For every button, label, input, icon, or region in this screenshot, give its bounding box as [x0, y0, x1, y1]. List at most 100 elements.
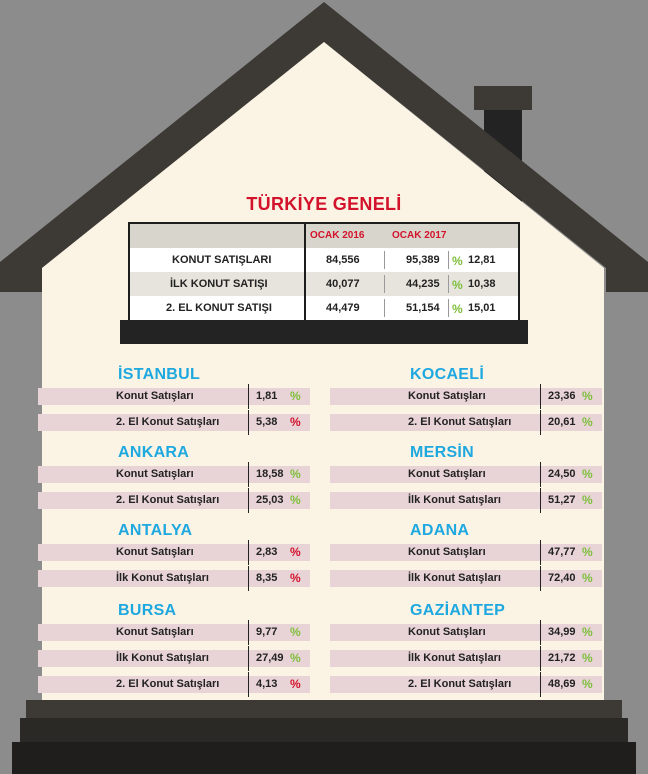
city-stat-row: Konut Satışları 9,77% [38, 620, 310, 645]
stat-value: 34,99 [548, 626, 576, 638]
stat-value: 47,77 [548, 546, 576, 558]
stat-label: Konut Satışları [116, 390, 194, 402]
summary-row: İLK KONUT SATIŞI 40,077 44,235 % 10,38 [130, 272, 518, 296]
stat-label: 2. El Konut Satışları [408, 416, 512, 428]
stat-divider [248, 646, 249, 671]
city-stat-row: 2. El Konut Satışları 48,69% [330, 672, 602, 697]
stat-divider [540, 672, 541, 697]
city-stat-row: Konut Satışları 2,83% [38, 540, 310, 565]
stat-divider [248, 410, 249, 435]
stat-label: İlk Konut Satışları [408, 652, 501, 664]
percent-increase-icon: % [290, 651, 301, 665]
percent-increase-icon: % [290, 389, 301, 403]
percent-increase-icon: % [290, 467, 301, 481]
summary-table: OCAK 2016 OCAK 2017 KONUT SATIŞLARI 84,5… [128, 222, 520, 322]
summary-row: 2. EL KONUT SATIŞI 44,479 51,154 % 15,01 [130, 296, 518, 320]
city-title: KOCAELİ [410, 366, 485, 383]
stat-value: 2,83 [256, 546, 278, 558]
percent-decrease-icon: % [290, 677, 301, 691]
city-stat-row: Konut Satışları 18,58% [38, 462, 310, 487]
stat-label: İlk Konut Satışları [408, 494, 501, 506]
summary-table-base [120, 320, 528, 344]
stat-divider [540, 646, 541, 671]
stat-divider [248, 566, 249, 591]
stat-divider [248, 462, 249, 487]
city-title: ANKARA [118, 444, 190, 461]
stat-label: Konut Satışları [116, 626, 194, 638]
percent-icon: % [452, 278, 463, 292]
stat-value: 24,50 [548, 468, 576, 480]
stat-value: 21,72 [548, 652, 576, 664]
summary-change: 12,81 [468, 254, 496, 266]
house-wall [42, 42, 604, 708]
city-stat-row: İlk Konut Satışları 72,40% [330, 566, 602, 591]
summary-change: 15,01 [468, 302, 496, 314]
percent-increase-icon: % [290, 625, 301, 639]
stat-divider [248, 488, 249, 513]
city-stat-row: Konut Satışları 23,36% [330, 384, 602, 409]
header-ocak-2017: OCAK 2017 [392, 230, 447, 241]
stat-label: 2. El Konut Satışları [116, 416, 220, 428]
stat-divider [248, 540, 249, 565]
percent-increase-icon: % [582, 493, 593, 507]
stat-label: 2. El Konut Satışları [408, 678, 512, 690]
summary-2017: 51,154 [406, 302, 440, 314]
percent-increase-icon: % [582, 467, 593, 481]
stat-value: 8,35 [256, 572, 278, 584]
percent-decrease-icon: % [290, 545, 301, 559]
percent-increase-icon: % [582, 677, 593, 691]
percent-increase-icon: % [290, 493, 301, 507]
city-stat-row: İlk Konut Satışları 8,35% [38, 566, 310, 591]
stat-value: 5,38 [256, 416, 278, 428]
percent-increase-icon: % [582, 415, 593, 429]
percent-increase-icon: % [582, 625, 593, 639]
header-ocak-2016: OCAK 2016 [310, 230, 365, 241]
column-divider [448, 299, 449, 317]
percent-icon: % [452, 254, 463, 268]
column-divider [304, 224, 306, 320]
city-stat-row: 2. El Konut Satışları 20,61% [330, 410, 602, 435]
stat-label: 2. El Konut Satışları [116, 678, 220, 690]
stat-value: 23,36 [548, 390, 576, 402]
city-stat-row: İlk Konut Satışları 27,49% [38, 646, 310, 671]
step-top [26, 700, 622, 718]
stat-label: İlk Konut Satışları [116, 572, 209, 584]
stat-value: 27,49 [256, 652, 284, 664]
step-middle [20, 718, 628, 742]
stat-divider [248, 672, 249, 697]
summary-2016: 40,077 [326, 278, 360, 290]
stat-divider [248, 384, 249, 409]
city-title: BURSA [118, 602, 177, 619]
summary-label: 2. EL KONUT SATIŞI [166, 302, 272, 314]
city-stat-row: İlk Konut Satışları 21,72% [330, 646, 602, 671]
percent-increase-icon: % [582, 571, 593, 585]
column-divider [384, 299, 385, 317]
stat-label: 2. El Konut Satışları [116, 494, 220, 506]
percent-increase-icon: % [582, 651, 593, 665]
summary-label: İLK KONUT SATIŞI [170, 278, 268, 290]
column-divider [384, 251, 385, 269]
stat-value: 9,77 [256, 626, 278, 638]
summary-2017: 95,389 [406, 254, 440, 266]
city-stat-row: İlk Konut Satışları 51,27% [330, 488, 602, 513]
city-title: ANTALYA [118, 522, 193, 539]
summary-2016: 84,556 [326, 254, 360, 266]
page-title: TÜRKİYE GENELİ [246, 194, 402, 214]
stat-label: İlk Konut Satışları [116, 652, 209, 664]
percent-decrease-icon: % [290, 415, 301, 429]
city-stat-row: 2. El Konut Satışları 5,38% [38, 410, 310, 435]
stat-label: Konut Satışları [408, 626, 486, 638]
summary-label: KONUT SATIŞLARI [172, 254, 272, 266]
city-stat-row: Konut Satışları 47,77% [330, 540, 602, 565]
city-stat-row: Konut Satışları 34,99% [330, 620, 602, 645]
city-stat-row: 2. El Konut Satışları 4,13% [38, 672, 310, 697]
city-stat-row: Konut Satışları 1,81% [38, 384, 310, 409]
step-bottom [12, 742, 636, 774]
column-divider [384, 275, 385, 293]
stat-label: İlk Konut Satışları [408, 572, 501, 584]
stat-label: Konut Satışları [408, 468, 486, 480]
chimney-cap [474, 86, 532, 110]
stat-value: 1,81 [256, 390, 278, 402]
city-stat-row: 2. El Konut Satışları 25,03% [38, 488, 310, 513]
